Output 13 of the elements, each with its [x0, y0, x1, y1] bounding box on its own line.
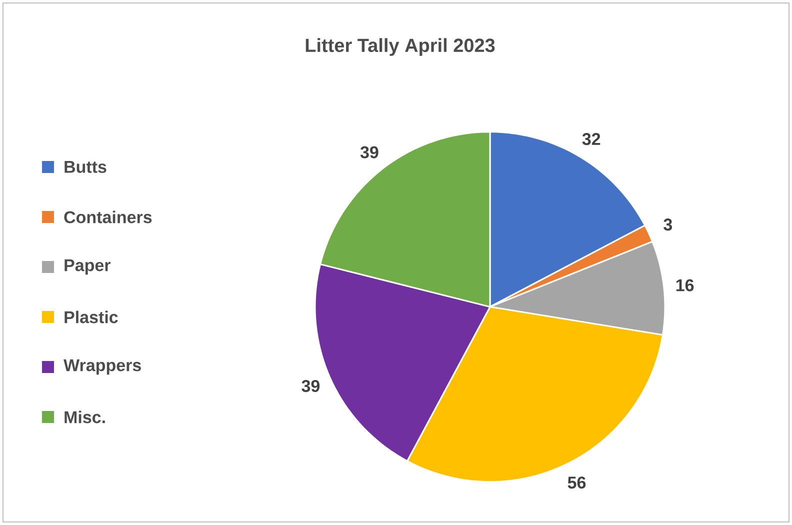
data-label: 39	[360, 146, 378, 158]
data-label: 16	[676, 279, 694, 292]
data-label: 32	[582, 133, 600, 146]
chart-title: Litter Tally April 2023	[306, 38, 495, 56]
data-label: 56	[568, 476, 586, 489]
legend-label: Wrappers	[64, 359, 141, 375]
data-label: 39	[302, 380, 320, 392]
legend-label: Plastic	[64, 310, 118, 324]
legend-label: Butts	[64, 161, 106, 173]
legend-label: Paper	[64, 259, 111, 275]
data-label: 3	[664, 218, 672, 231]
legend-label: Misc.	[64, 410, 105, 424]
legend-label: Containers	[64, 210, 152, 224]
